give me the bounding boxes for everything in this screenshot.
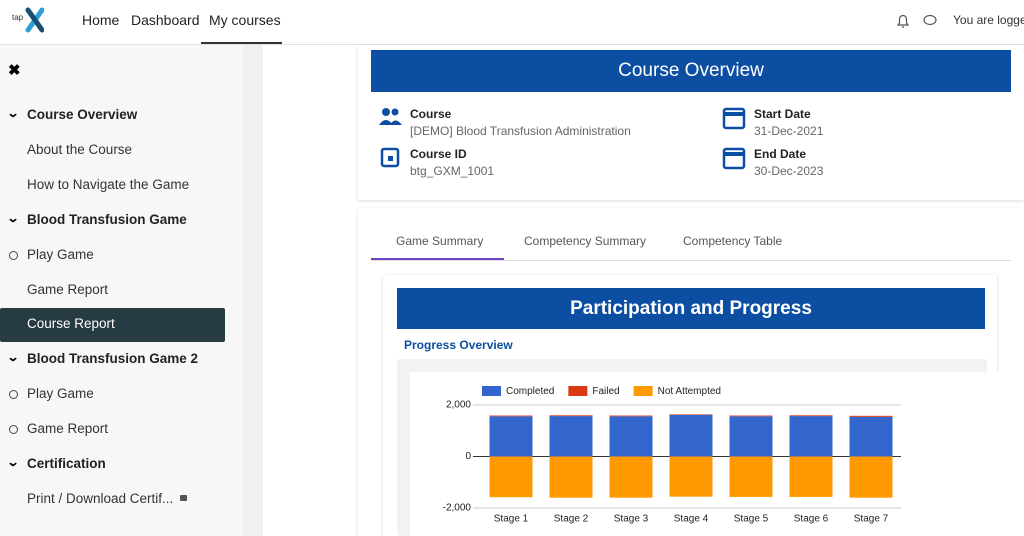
sidebar-item[interactable]: Print / Download Certif... xyxy=(27,490,174,506)
section-title: Participation and Progress xyxy=(397,288,985,329)
icons[interactable] xyxy=(895,12,940,30)
sidebar-item[interactable]: Course Report xyxy=(27,316,115,332)
field-value: 30-Dec-2023 xyxy=(754,164,824,178)
nav-link[interactable]: Home xyxy=(82,12,120,28)
x-tick-label: Stage 7 xyxy=(854,514,889,525)
user-menu[interactable]: You are logge xyxy=(953,13,1024,27)
sidebar-item[interactable]: Play Game xyxy=(27,246,94,262)
sidebar-item[interactable]: Blood Transfusion Game xyxy=(27,211,187,227)
bar xyxy=(669,414,713,457)
bar xyxy=(549,456,593,498)
legend-swatch xyxy=(633,386,653,396)
x-tick-label: Stage 2 xyxy=(554,514,589,525)
bar xyxy=(549,415,593,417)
bar xyxy=(669,456,713,497)
nav-link[interactable]: My courses xyxy=(209,12,281,28)
chevron: ⌄ xyxy=(6,210,20,225)
x-tick-label: Stage 6 xyxy=(794,514,829,525)
chevron: ⌄ xyxy=(6,106,20,120)
y-tick-label: -2,000 xyxy=(443,503,472,514)
circle-icon xyxy=(9,250,18,260)
legend-label: Not Attempted xyxy=(658,386,721,397)
sidebar-item[interactable]: Game Report xyxy=(27,421,109,437)
tab[interactable]: Competency Table xyxy=(683,234,783,248)
bar xyxy=(729,456,773,497)
sidebar-item[interactable]: Game Report xyxy=(27,281,109,297)
bar xyxy=(789,415,833,417)
close-button[interactable]: ✖ xyxy=(8,62,21,79)
legend-label: Failed xyxy=(592,386,619,397)
y-tick-label: 0 xyxy=(465,451,471,462)
nav-active-bar xyxy=(201,42,282,44)
tab[interactable]: Competency Summary xyxy=(524,234,647,248)
x-tick-label: Stage 1 xyxy=(494,514,529,525)
bar xyxy=(489,416,533,457)
logo[interactable] xyxy=(10,6,44,34)
sidebar-item[interactable]: Course Overview xyxy=(27,107,138,122)
x-tick-label: Stage 4 xyxy=(674,514,709,525)
legend-label: Completed xyxy=(506,386,554,397)
legend-swatch xyxy=(482,386,501,396)
legend-swatch xyxy=(568,386,588,396)
section-subtitle: Progress Overview xyxy=(404,338,513,352)
bar xyxy=(609,416,653,457)
bar xyxy=(849,415,893,417)
bar xyxy=(849,416,893,457)
bar xyxy=(489,415,533,417)
overview-title: Course Overview xyxy=(371,50,1011,92)
sidebar-item[interactable]: Play Game xyxy=(27,386,94,402)
overview-icons xyxy=(379,107,746,170)
bar xyxy=(789,416,833,457)
chart: -2,000 0 2,000 Completed Failed Not Attempted… xyxy=(410,372,1000,536)
top-nav: tap You are logge xyxy=(0,0,1024,45)
bar xyxy=(609,456,653,498)
bar xyxy=(669,414,713,415)
field-label: Course ID xyxy=(410,147,467,161)
field-label: Start Date xyxy=(754,107,811,121)
field-value: 31-Dec-2021 xyxy=(754,124,824,138)
tab-rule xyxy=(371,260,1011,261)
field-label: Course xyxy=(410,107,452,121)
tab-active-bar xyxy=(371,258,504,260)
sidebar-item[interactable]: Blood Transfusion Game 2 xyxy=(27,351,199,367)
bar xyxy=(609,415,653,417)
bar xyxy=(849,456,893,498)
circle-icon xyxy=(9,425,18,435)
circle-icon xyxy=(9,390,18,400)
nav-link[interactable]: Dashboard xyxy=(131,12,200,28)
field-value: btg_GXM_1001 xyxy=(410,164,495,178)
logo-text: tap xyxy=(12,13,24,22)
field-label: End Date xyxy=(754,147,807,161)
tab[interactable]: Game Summary xyxy=(396,234,484,248)
sidebar: ✖ xyxy=(0,45,243,536)
sidebar-item[interactable]: About the Course xyxy=(27,141,133,157)
bar xyxy=(549,416,593,457)
chevron: ⌄ xyxy=(6,455,20,469)
active-bg xyxy=(0,308,225,343)
field-value: [DEMO] Blood Transfusion Administration xyxy=(410,124,631,138)
sidebar-item[interactable]: How to Navigate the Game xyxy=(27,176,190,192)
lock-icon xyxy=(180,494,187,501)
x-tick-label: Stage 5 xyxy=(734,514,769,525)
bar xyxy=(489,456,533,498)
bar xyxy=(789,456,833,497)
chevron: ⌄ xyxy=(6,350,20,365)
bar xyxy=(729,415,773,417)
x-tick-label: Stage 3 xyxy=(614,514,649,525)
y-tick-label: 2,000 xyxy=(446,400,471,411)
bar xyxy=(729,416,773,457)
sidebar-item[interactable]: Certification xyxy=(27,456,106,471)
